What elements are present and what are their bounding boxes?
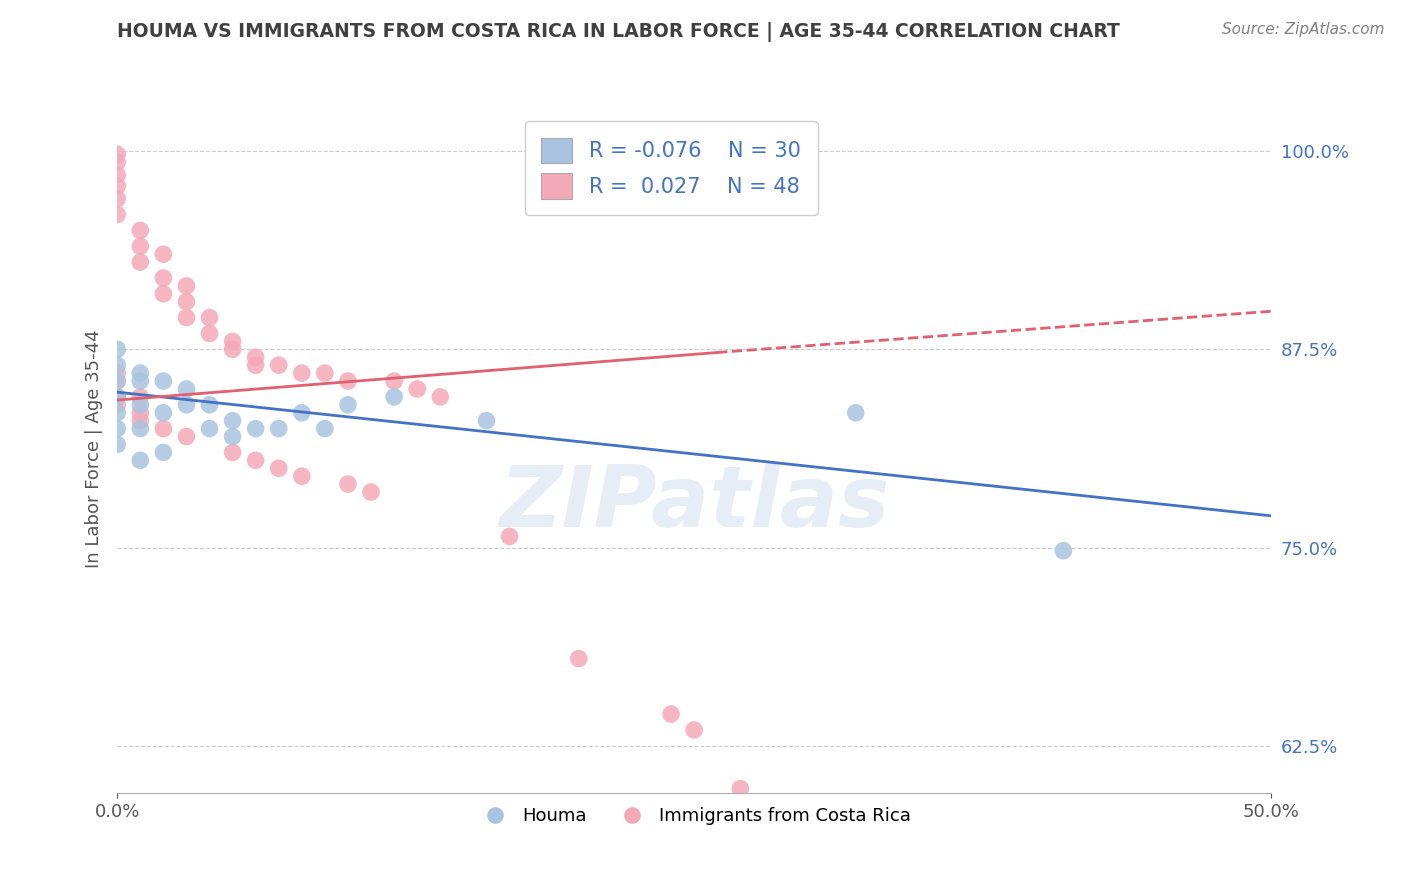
- Point: [382, 374, 405, 388]
- Point: [267, 358, 290, 372]
- Point: [129, 239, 152, 253]
- Point: [406, 382, 429, 396]
- Point: [314, 366, 336, 380]
- Point: [105, 406, 128, 420]
- Point: [152, 247, 174, 261]
- Point: [429, 390, 451, 404]
- Point: [105, 179, 128, 194]
- Point: [267, 422, 290, 436]
- Point: [129, 366, 152, 380]
- Point: [105, 208, 128, 222]
- Point: [198, 326, 221, 341]
- Point: [291, 469, 314, 483]
- Point: [198, 398, 221, 412]
- Point: [498, 529, 520, 543]
- Point: [568, 651, 591, 665]
- Point: [105, 343, 128, 357]
- Point: [336, 398, 359, 412]
- Point: [105, 374, 128, 388]
- Point: [730, 781, 752, 796]
- Point: [221, 429, 243, 443]
- Point: [105, 390, 128, 404]
- Point: [845, 406, 868, 420]
- Point: [291, 366, 314, 380]
- Point: [752, 810, 775, 824]
- Point: [198, 422, 221, 436]
- Point: [1052, 543, 1074, 558]
- Point: [129, 406, 152, 420]
- Point: [176, 382, 198, 396]
- Point: [659, 707, 682, 722]
- Text: ZIPatlas: ZIPatlas: [499, 462, 889, 545]
- Text: HOUMA VS IMMIGRANTS FROM COSTA RICA IN LABOR FORCE | AGE 35-44 CORRELATION CHART: HOUMA VS IMMIGRANTS FROM COSTA RICA IN L…: [117, 22, 1121, 42]
- Point: [129, 453, 152, 467]
- Point: [105, 422, 128, 436]
- Point: [176, 398, 198, 412]
- Point: [221, 343, 243, 357]
- Point: [105, 168, 128, 182]
- Text: Source: ZipAtlas.com: Source: ZipAtlas.com: [1222, 22, 1385, 37]
- Point: [683, 723, 706, 737]
- Point: [245, 422, 267, 436]
- Point: [291, 406, 314, 420]
- Point: [105, 437, 128, 451]
- Point: [105, 398, 128, 412]
- Point: [198, 310, 221, 325]
- Point: [245, 351, 267, 365]
- Point: [176, 310, 198, 325]
- Point: [152, 286, 174, 301]
- Point: [314, 422, 336, 436]
- Point: [152, 445, 174, 459]
- Point: [105, 366, 128, 380]
- Point: [129, 255, 152, 269]
- Point: [382, 390, 405, 404]
- Y-axis label: In Labor Force | Age 35-44: In Labor Force | Age 35-44: [86, 329, 103, 567]
- Point: [245, 453, 267, 467]
- Point: [360, 485, 382, 500]
- Point: [129, 414, 152, 428]
- Point: [105, 390, 128, 404]
- Point: [105, 147, 128, 161]
- Point: [267, 461, 290, 475]
- Point: [105, 192, 128, 206]
- Point: [105, 358, 128, 372]
- Point: [221, 334, 243, 349]
- Point: [245, 358, 267, 372]
- Point: [176, 294, 198, 309]
- Point: [105, 155, 128, 169]
- Point: [176, 279, 198, 293]
- Point: [105, 374, 128, 388]
- Point: [336, 374, 359, 388]
- Point: [129, 374, 152, 388]
- Point: [475, 414, 498, 428]
- Legend: Houma, Immigrants from Costa Rica: Houma, Immigrants from Costa Rica: [470, 800, 918, 832]
- Point: [129, 390, 152, 404]
- Point: [129, 422, 152, 436]
- Point: [129, 223, 152, 237]
- Point: [176, 429, 198, 443]
- Point: [152, 374, 174, 388]
- Point: [336, 477, 359, 491]
- Point: [129, 398, 152, 412]
- Point: [152, 422, 174, 436]
- Point: [221, 414, 243, 428]
- Point: [152, 271, 174, 285]
- Point: [152, 406, 174, 420]
- Point: [221, 445, 243, 459]
